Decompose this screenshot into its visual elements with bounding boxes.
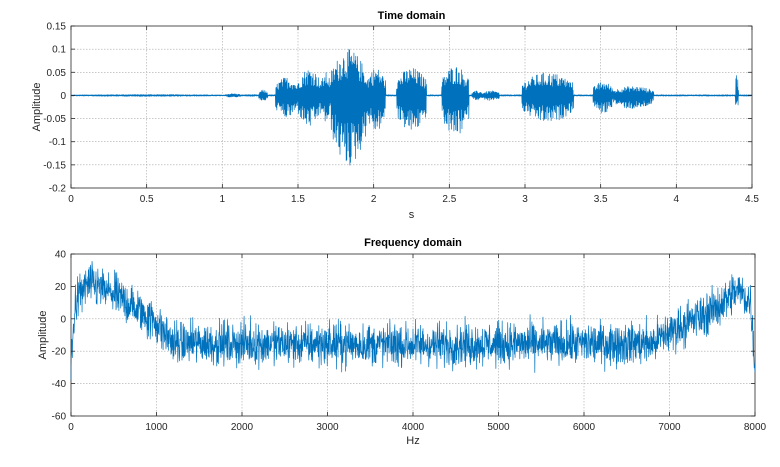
x-tick-label: 4.5 [745, 194, 759, 205]
x-tick-label: 3 [522, 194, 528, 205]
x-tick-label: 1 [220, 194, 226, 205]
frequency-domain-spectrum-line [70, 260, 756, 380]
y-tick-label: -20 [52, 347, 67, 358]
y-tick-label: 0.15 [47, 22, 67, 33]
x-tick-label: 6000 [573, 422, 596, 433]
frequency-domain-xlabel: Hz [406, 435, 419, 447]
y-tick-label: 0.1 [52, 45, 66, 56]
y-tick-label: 40 [55, 250, 67, 261]
time-domain-xlabel: s [409, 209, 415, 221]
y-tick-label: -0.05 [43, 114, 66, 125]
x-tick-label: 0 [68, 194, 74, 205]
x-tick-label: 2.5 [442, 194, 456, 205]
time-domain-title: Time domain [378, 10, 446, 22]
x-tick-label: 0 [68, 422, 74, 433]
frequency-domain-ylabel: Amplitude [37, 311, 49, 360]
x-tick-label: 2 [371, 194, 377, 205]
x-tick-label: 5000 [487, 422, 510, 433]
y-tick-label: -0.2 [49, 184, 67, 195]
y-tick-label: -60 [52, 412, 67, 423]
x-tick-label: 8000 [744, 422, 767, 433]
time-domain-axes: 0 0.5 1 1.5 2 2.5 3 3.5 4 4.5 -0.2 -0.15 -0.1 -0.05 0 0… [31, 10, 759, 221]
frequency-domain-title: Frequency domain [364, 237, 462, 249]
x-tick-label: 7000 [658, 422, 681, 433]
y-tick-label: 0.05 [47, 68, 67, 79]
x-tick-label: 3000 [316, 422, 339, 433]
x-tick-label: 0.5 [140, 194, 154, 205]
x-tick-label: 1.5 [291, 194, 305, 205]
y-tick-label: -0.1 [49, 137, 67, 148]
time-domain-ylabel: Amplitude [31, 83, 43, 132]
y-tick-label: -0.15 [43, 160, 66, 171]
x-tick-label: 4000 [402, 422, 425, 433]
frequency-domain-axes: 0 1000 2000 3000 4000 5000 6000 7000 8000 -60 -40 -… [37, 237, 767, 447]
x-tick-label: 4 [674, 194, 680, 205]
time-domain-signal-line [70, 48, 753, 166]
y-tick-label: -40 [52, 379, 67, 390]
y-tick-label: 0 [60, 91, 66, 102]
x-tick-label: 3.5 [594, 194, 608, 205]
x-tick-label: 1000 [145, 422, 168, 433]
x-tick-label: 2000 [231, 422, 254, 433]
y-tick-label: 0 [60, 314, 66, 325]
y-tick-label: 20 [55, 282, 67, 293]
